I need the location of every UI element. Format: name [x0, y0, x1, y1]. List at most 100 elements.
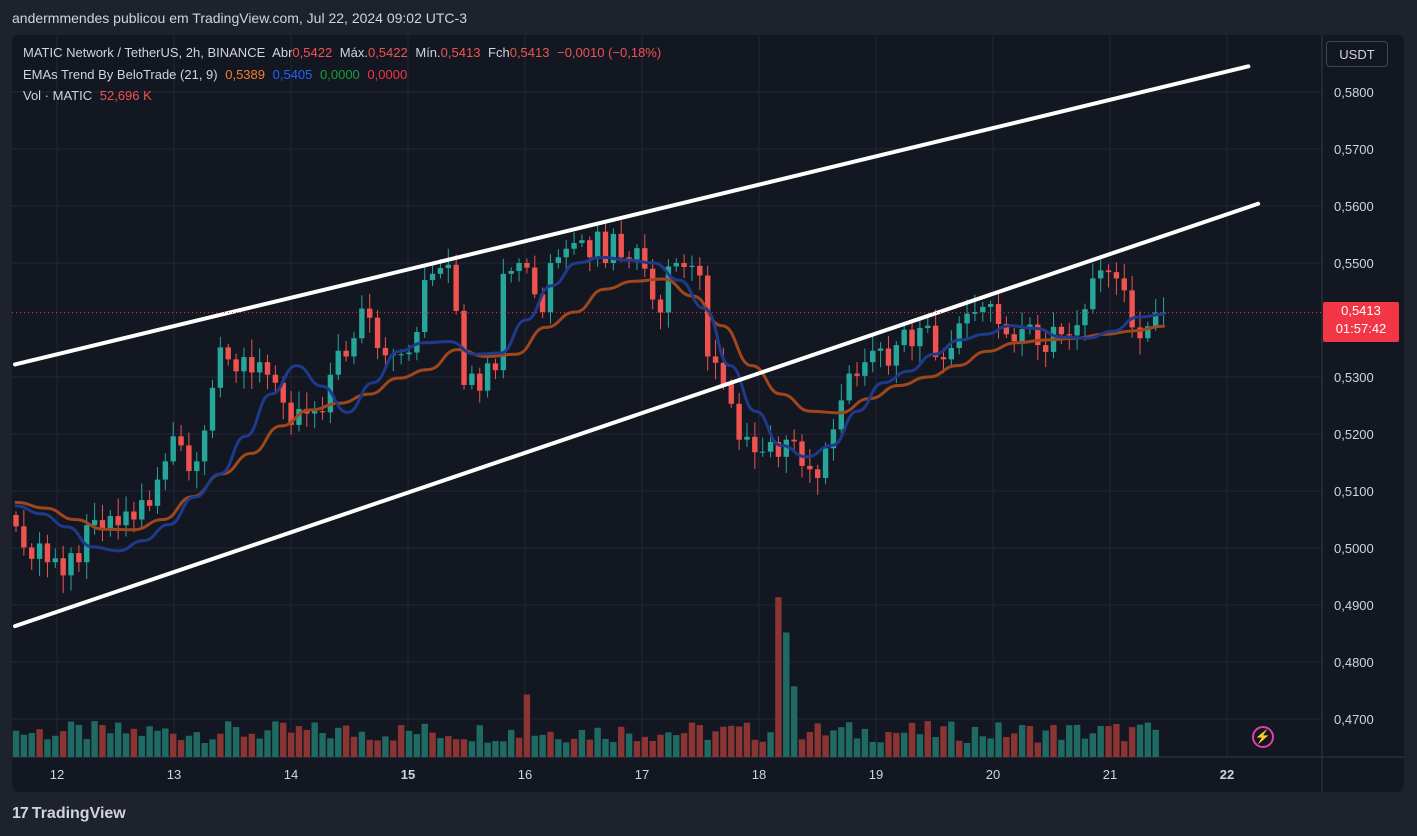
candle-body	[469, 373, 475, 385]
last-price-tag: 0,5413 01:57:42	[1323, 302, 1399, 342]
volume-bar	[311, 722, 318, 757]
volume-bar	[99, 725, 106, 757]
volume-bar	[358, 731, 366, 757]
candle-body	[272, 374, 279, 383]
currency-button[interactable]: USDT	[1326, 41, 1388, 67]
volume-bar	[783, 632, 790, 757]
candle-body	[374, 317, 381, 348]
volume-bar	[916, 734, 924, 757]
volume-bar	[555, 739, 562, 757]
candle-body	[1058, 326, 1065, 335]
high-label: Máx.	[339, 45, 368, 60]
y-tick-label: 0,5800	[1334, 85, 1374, 100]
volume-bar	[342, 725, 350, 757]
candle-body	[799, 441, 805, 466]
candle-body	[68, 553, 74, 576]
y-tick-label: 0,4800	[1334, 655, 1374, 670]
candle-body	[649, 268, 656, 300]
candle-body	[201, 430, 208, 462]
price-chart[interactable]: 0,5800 0,5700 0,5600 0,5500 0,5300 0,5200 0,51…	[12, 35, 1404, 792]
candle-body	[610, 233, 617, 263]
volume-bar	[91, 721, 98, 757]
candle-body	[264, 362, 271, 375]
volume-bar	[36, 729, 43, 757]
candle-body	[311, 411, 318, 414]
candle-body	[477, 373, 483, 391]
candle-body	[917, 327, 923, 347]
candle-body	[893, 345, 900, 366]
volume-bar	[657, 734, 664, 757]
tradingview-footer[interactable]: 17 TradingView	[12, 805, 126, 823]
ema-slow-line	[14, 277, 1166, 532]
candle-body	[414, 331, 420, 353]
volume-bar	[1121, 741, 1128, 757]
candle-body	[99, 520, 106, 529]
candle-body	[783, 439, 789, 457]
candle-body	[1153, 312, 1159, 327]
candle-body	[547, 263, 554, 313]
candle-body	[492, 363, 499, 371]
volume-bar	[940, 726, 947, 757]
x-tick-label: 22	[1220, 767, 1234, 782]
volume-bar	[452, 739, 460, 757]
candle-body	[767, 441, 774, 452]
candle-body	[280, 382, 286, 403]
candle-body	[170, 436, 176, 462]
candle-body	[52, 558, 58, 563]
y-tick-label: 0,5200	[1334, 427, 1374, 442]
volume-bar	[193, 732, 200, 757]
volume-bar	[295, 726, 303, 757]
volume-bar	[704, 739, 711, 757]
candle-body	[618, 233, 624, 258]
candle-body	[217, 347, 224, 388]
volume-bar	[20, 734, 28, 757]
y-tick-label: 0,5600	[1334, 199, 1374, 214]
volume-bar	[429, 732, 436, 757]
candle-body	[594, 231, 601, 258]
candle-body	[1042, 345, 1049, 352]
volume-bar	[350, 736, 358, 757]
volume-bar	[680, 733, 688, 757]
candle-body	[256, 362, 263, 373]
publisher-line: andermmendes publicou em TradingView.com…	[12, 10, 467, 26]
candle-body	[642, 248, 648, 269]
candle-body	[760, 451, 766, 453]
chart-panel[interactable]: 0,5800 0,5700 0,5600 0,5500 0,5300 0,5200 0,51…	[12, 35, 1404, 792]
candle-body	[76, 553, 82, 563]
volume-bar	[735, 726, 743, 757]
channel-line	[13, 64, 1251, 367]
candle-body	[956, 323, 962, 348]
x-tick-label: 17	[635, 767, 649, 782]
volume-bar	[531, 735, 538, 757]
lightning-icon[interactable]: ⚡	[1252, 726, 1274, 748]
volume-bar	[327, 738, 334, 757]
candle-body	[791, 439, 797, 442]
volume-bar	[264, 730, 271, 757]
candle-body	[980, 306, 986, 313]
last-price-value: 0,5413	[1341, 303, 1381, 318]
candle-body	[398, 354, 404, 356]
volume-bar	[122, 733, 130, 757]
candle-body	[1019, 329, 1025, 342]
candle-body	[634, 248, 640, 260]
candle-body	[681, 263, 687, 267]
volume-bar	[232, 727, 240, 757]
volume-bar	[1089, 733, 1097, 757]
x-tick-label: 16	[518, 767, 532, 782]
candle-body	[186, 445, 192, 472]
candle-body	[704, 275, 711, 357]
volume-bar	[665, 732, 672, 757]
high-value: 0,5422	[367, 45, 408, 60]
volume-bar	[861, 728, 869, 757]
candle-body	[885, 348, 892, 366]
volume-bar	[1113, 723, 1120, 757]
candle-body	[689, 265, 695, 267]
low-value: 0,5413	[440, 45, 481, 60]
volume-bar	[217, 733, 224, 757]
volume-bar	[1011, 733, 1018, 757]
volume-bar	[130, 728, 138, 757]
volume-bar	[578, 729, 586, 757]
candle-body	[123, 511, 129, 526]
volume-bar	[1042, 730, 1049, 757]
candle-body	[367, 308, 373, 318]
